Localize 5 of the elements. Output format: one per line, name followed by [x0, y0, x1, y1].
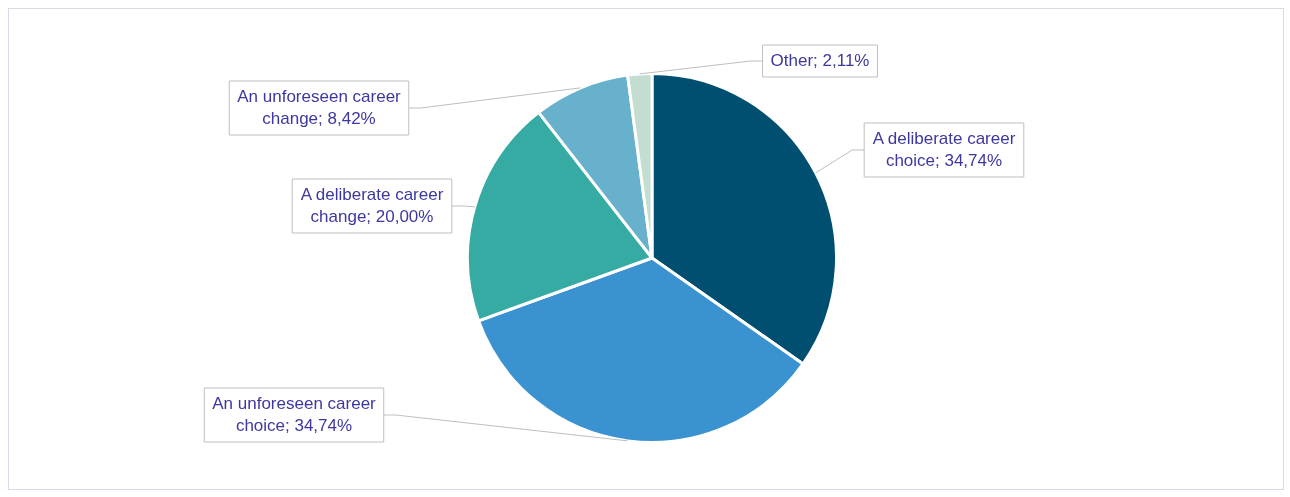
slice-label: An unforeseen career change; 8,42% [237, 86, 402, 128]
slice-label: A deliberate career change; 20,00% [300, 184, 444, 226]
slice-label: Other; 2,11% [770, 50, 870, 70]
slice-label: A deliberate career choice; 34,74% [872, 128, 1016, 170]
slice-label: An unforeseen career choice; 34,74% [212, 393, 377, 435]
